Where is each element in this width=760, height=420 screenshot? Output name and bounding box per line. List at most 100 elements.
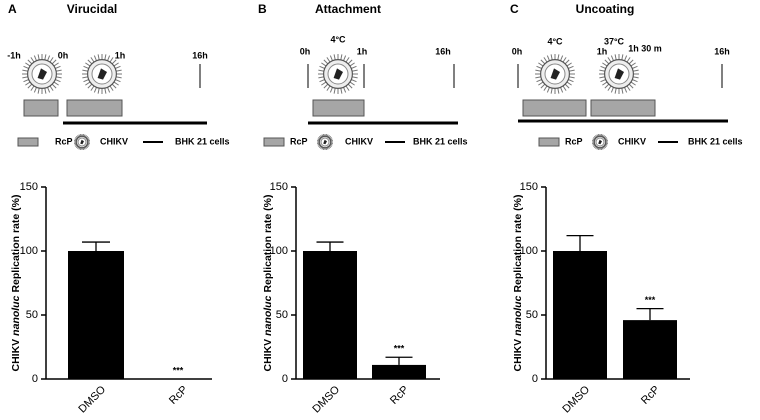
spike <box>350 78 357 83</box>
spike <box>319 78 326 83</box>
virus-icon <box>22 54 62 94</box>
y-tick-label: 0 <box>32 373 38 385</box>
y-label-prefix: CHIKV <box>512 339 524 372</box>
spike <box>632 76 639 79</box>
spike <box>30 57 35 63</box>
y-tick-label: 100 <box>270 245 288 257</box>
virus-core <box>37 68 47 80</box>
spike <box>333 54 336 61</box>
spike <box>566 81 572 86</box>
bar <box>303 251 357 379</box>
y-tick-label: 100 <box>520 245 538 257</box>
y-label-italic: nanoluc <box>262 295 274 335</box>
y-tick-label: 50 <box>26 309 38 321</box>
spike <box>567 65 574 70</box>
x-tick-label: DMSO <box>76 383 108 415</box>
time-label: 1h <box>115 50 126 60</box>
y-label-prefix: CHIKV <box>262 339 274 372</box>
spike <box>323 83 329 89</box>
spike <box>600 78 607 83</box>
time-label: -1h <box>7 50 21 60</box>
spike <box>350 65 357 70</box>
rcp-block <box>23 99 59 117</box>
spike <box>55 69 62 72</box>
rcp-block <box>590 99 656 117</box>
virus-icon <box>82 54 122 94</box>
spike <box>535 76 542 79</box>
spike <box>104 54 107 61</box>
spike <box>44 54 47 61</box>
virus-icon <box>592 134 608 150</box>
spike <box>321 62 327 67</box>
spike <box>345 85 350 91</box>
spike <box>566 62 572 67</box>
spike <box>631 65 638 70</box>
y-tick-label: 150 <box>20 181 38 193</box>
y-tick-label: 50 <box>276 309 288 321</box>
spike <box>323 59 329 65</box>
time-label: 37°C <box>604 36 625 46</box>
spike <box>85 81 91 86</box>
spike <box>53 62 59 67</box>
spike <box>113 81 119 86</box>
rcp-block <box>66 99 123 117</box>
virus-core <box>598 139 602 145</box>
panel-label: B <box>258 2 267 16</box>
legend-label: BHK 21 cells <box>688 136 743 146</box>
spike <box>568 69 575 72</box>
y-label-suffix: Replication rate (%) <box>512 195 524 293</box>
spike <box>49 57 54 63</box>
spike <box>51 83 57 89</box>
spike <box>602 62 608 67</box>
y-label-prefix: CHIKV <box>10 339 22 372</box>
y-tick-label: 100 <box>20 245 38 257</box>
virus-core <box>550 68 560 80</box>
panel-label: C <box>510 2 519 16</box>
virus-icon <box>74 134 90 150</box>
virus-core <box>323 139 327 145</box>
significance: *** <box>173 365 184 375</box>
spike <box>109 85 114 91</box>
virus-core <box>80 139 84 145</box>
legend-label: BHK 21 cells <box>175 136 230 146</box>
spike <box>602 81 608 86</box>
y-axis-label: CHIKV nanoluc Replication rate (%) <box>512 195 524 372</box>
spike <box>599 69 606 72</box>
x-tick-label: RcP <box>167 384 190 407</box>
spike <box>27 59 33 65</box>
significance: *** <box>645 295 656 305</box>
x-tick-label: RcP <box>388 384 411 407</box>
spike <box>111 59 117 65</box>
spike <box>340 54 343 61</box>
rcp-block <box>522 99 587 117</box>
legend-label: CHIKV <box>345 136 373 146</box>
x-tick-label: RcP <box>639 384 662 407</box>
spike <box>326 57 331 63</box>
legend-label: RcP <box>565 136 583 146</box>
rcp-block <box>312 99 365 117</box>
spike <box>536 65 543 70</box>
legend-label: BHK 21 cells <box>413 136 468 146</box>
y-tick-label: 0 <box>532 373 538 385</box>
bar <box>623 320 677 379</box>
time-label: 4°C <box>330 34 346 44</box>
time-label: 0h <box>512 46 523 56</box>
y-label-italic: nanoluc <box>10 295 22 335</box>
bar <box>68 251 124 379</box>
y-tick-label: 0 <box>282 373 288 385</box>
virus-icon <box>318 54 358 94</box>
spike <box>342 55 347 62</box>
y-axis-label: CHIKV nanoluc Replication rate (%) <box>262 195 274 372</box>
virus-icon <box>599 54 639 94</box>
x-tick-label: DMSO <box>310 383 342 415</box>
y-label-suffix: Replication rate (%) <box>262 195 274 293</box>
spike <box>51 59 57 65</box>
spike <box>632 69 639 72</box>
legend-label: CHIKV <box>100 136 128 146</box>
spike <box>536 78 543 83</box>
spike <box>349 81 355 86</box>
spike <box>55 76 62 79</box>
legend-label: CHIKV <box>618 136 646 146</box>
significance: *** <box>394 344 405 354</box>
